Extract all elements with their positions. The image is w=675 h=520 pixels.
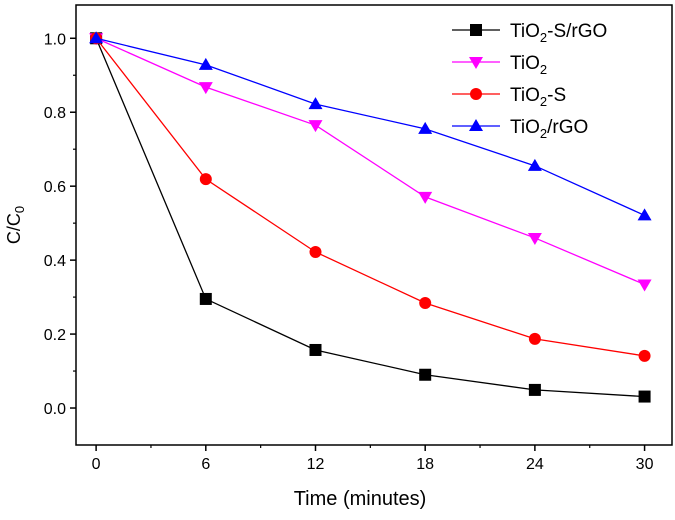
plot-frame: [75, 4, 673, 446]
data-point: [309, 343, 322, 356]
y-tick-label: 0.0: [44, 401, 66, 418]
x-tick-label: 18: [416, 456, 434, 473]
axes: 0 6 12 18 24 30 0.0 0.2 0.4 0.6 0.8 1.0: [44, 4, 673, 473]
legend-label: TiO2: [510, 53, 547, 77]
y-tick-label: 0.8: [44, 105, 66, 122]
data-point: [309, 245, 322, 258]
x-tick-label: 12: [307, 456, 325, 473]
data-point: [419, 368, 432, 381]
data-point: [638, 390, 651, 403]
legend-entry: TiO2: [452, 53, 547, 77]
x-tick-label: 6: [201, 456, 210, 473]
data-point: [527, 232, 542, 245]
x-axis-label: Time (minutes): [294, 488, 427, 510]
series-line: [95, 37, 645, 216]
legend-label: TiO2-S: [510, 85, 566, 109]
y-tick-label: 0.2: [44, 327, 66, 344]
y-tick-label: 1.0: [44, 31, 66, 48]
legend-marker: [470, 88, 482, 100]
data-point: [528, 383, 541, 396]
legend-entry: TiO2-S/rGO: [452, 21, 607, 45]
series-line: [95, 38, 645, 398]
data-point: [419, 297, 432, 310]
data-point: [418, 121, 433, 134]
series-line: [95, 37, 645, 357]
series-tio2-rgo: [89, 31, 652, 221]
x-tick-label: 24: [526, 456, 544, 473]
legend-marker: [469, 119, 483, 131]
legend: TiO2-S/rGO TiO2 TiO2-S TiO2/rGO: [452, 21, 607, 141]
legend-marker: [469, 57, 483, 69]
data-point: [418, 191, 433, 204]
data-point: [637, 279, 652, 292]
data-point: [199, 292, 212, 305]
data-point: [527, 158, 542, 171]
series-group: [89, 31, 652, 403]
series-line: [95, 37, 645, 286]
x-tick-label: 0: [92, 456, 101, 473]
y-axis-label: C/C0: [4, 206, 27, 244]
data-point: [528, 332, 541, 345]
data-point: [199, 173, 212, 186]
y-tick-label: 0.6: [44, 179, 66, 196]
data-point: [308, 97, 323, 110]
data-point: [198, 82, 213, 95]
data-point: [308, 120, 323, 133]
x-tick-label: 30: [636, 456, 654, 473]
legend-label: TiO2-S/rGO: [510, 21, 607, 45]
legend-marker: [470, 24, 482, 36]
series-tio2-s: [90, 32, 651, 362]
series-tio2-s-rgo: [90, 32, 651, 403]
series-tio2: [89, 33, 652, 292]
data-point: [638, 349, 651, 362]
data-point: [198, 57, 213, 70]
y-tick-label: 0.4: [44, 253, 66, 270]
data-point: [637, 208, 652, 221]
legend-label: TiO2/rGO: [510, 117, 588, 141]
legend-entry: TiO2/rGO: [452, 117, 588, 141]
legend-entry: TiO2-S: [452, 85, 566, 109]
data-point: [89, 31, 104, 44]
